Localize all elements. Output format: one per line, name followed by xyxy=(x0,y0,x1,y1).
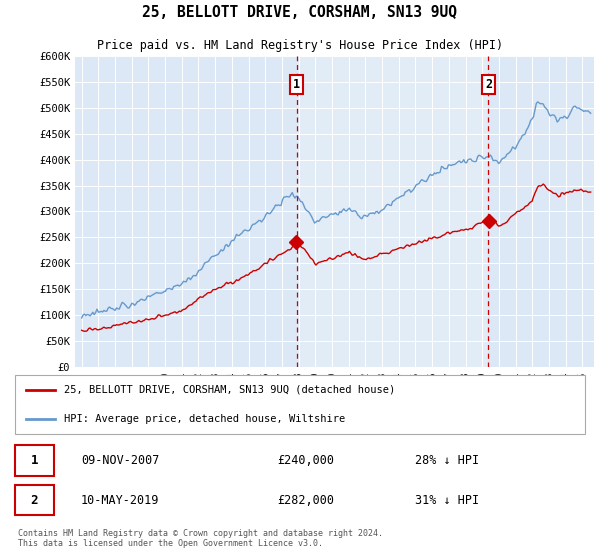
Text: 09-NOV-2007: 09-NOV-2007 xyxy=(81,454,160,467)
Text: HPI: Average price, detached house, Wiltshire: HPI: Average price, detached house, Wilt… xyxy=(64,414,345,424)
Text: Contains HM Land Registry data © Crown copyright and database right 2024.
This d: Contains HM Land Registry data © Crown c… xyxy=(18,529,383,548)
Text: 25, BELLOTT DRIVE, CORSHAM, SN13 9UQ: 25, BELLOTT DRIVE, CORSHAM, SN13 9UQ xyxy=(143,6,458,20)
FancyBboxPatch shape xyxy=(15,375,585,434)
FancyBboxPatch shape xyxy=(15,446,54,476)
Text: 2: 2 xyxy=(31,493,38,507)
Text: 2: 2 xyxy=(485,78,492,91)
Text: 1: 1 xyxy=(293,78,300,91)
Bar xyxy=(296,56,488,367)
Text: 1: 1 xyxy=(31,454,38,467)
Text: £240,000: £240,000 xyxy=(277,454,334,467)
Text: Price paid vs. HM Land Registry's House Price Index (HPI): Price paid vs. HM Land Registry's House … xyxy=(97,39,503,53)
Text: 10-MAY-2019: 10-MAY-2019 xyxy=(81,493,160,507)
FancyBboxPatch shape xyxy=(15,485,54,515)
Text: 31% ↓ HPI: 31% ↓ HPI xyxy=(415,493,479,507)
Text: £282,000: £282,000 xyxy=(277,493,334,507)
Text: 28% ↓ HPI: 28% ↓ HPI xyxy=(415,454,479,467)
Text: 25, BELLOTT DRIVE, CORSHAM, SN13 9UQ (detached house): 25, BELLOTT DRIVE, CORSHAM, SN13 9UQ (de… xyxy=(64,385,395,395)
